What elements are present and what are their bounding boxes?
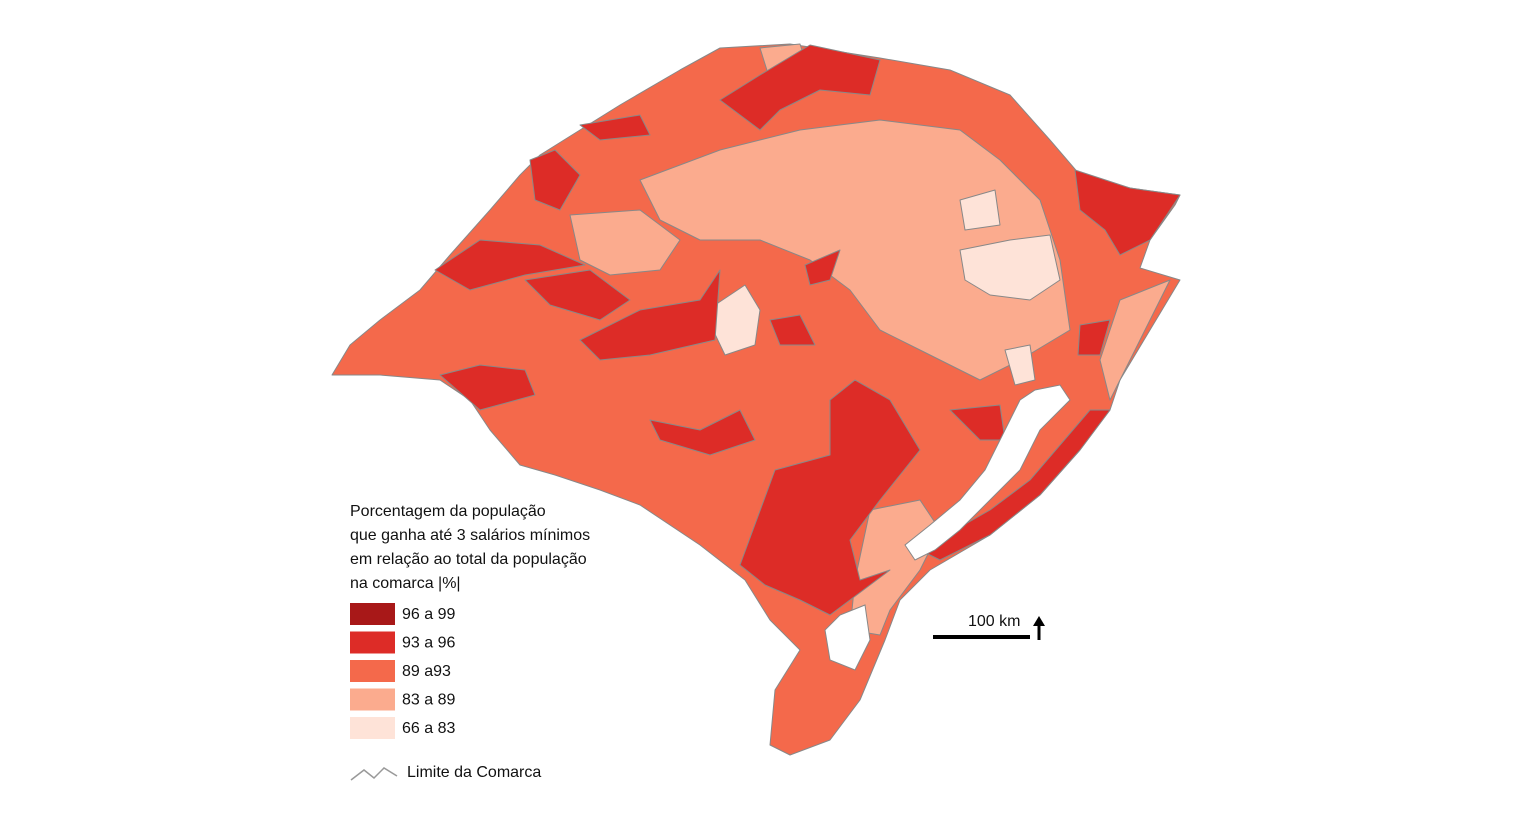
legend-title-line: em relação ao total da população xyxy=(350,551,587,568)
legend-label: 96 a 99 xyxy=(402,606,455,623)
legend-title-line: na comarca |%| xyxy=(350,575,461,592)
legend-label: 89 a93 xyxy=(402,663,451,680)
region xyxy=(719,44,881,131)
region xyxy=(739,379,921,616)
region xyxy=(959,189,1001,231)
legend-label: 66 a 83 xyxy=(402,720,455,737)
region xyxy=(1077,319,1111,356)
legend-swatch xyxy=(350,717,395,739)
region xyxy=(569,209,681,276)
region xyxy=(524,269,631,321)
scale-bar: 100 km xyxy=(933,613,1045,640)
legend-swatch xyxy=(350,631,395,654)
region xyxy=(919,409,1111,561)
region xyxy=(434,239,586,291)
legend-title-line: Porcentagem da população xyxy=(350,503,546,520)
region xyxy=(959,234,1061,301)
region xyxy=(1074,169,1181,256)
region xyxy=(579,114,651,141)
region xyxy=(769,314,816,346)
region xyxy=(649,409,756,456)
north-arrow-head xyxy=(1033,616,1045,626)
region xyxy=(439,364,536,411)
legend: Porcentagem da população que ganha até 3 … xyxy=(350,503,590,781)
lagoon xyxy=(824,604,871,671)
legend-swatch xyxy=(350,603,395,625)
map xyxy=(331,43,1181,756)
boundary-icon xyxy=(350,767,398,781)
legend-label: 83 a 89 xyxy=(402,692,455,709)
region xyxy=(579,269,721,361)
region xyxy=(1004,344,1036,386)
legend-label: 93 a 96 xyxy=(402,635,455,652)
region xyxy=(804,249,841,286)
legend-swatch xyxy=(350,660,395,682)
legend-title-line: que ganha até 3 salários mínimos xyxy=(350,527,590,544)
legend-swatch xyxy=(350,688,395,711)
boundary-label: Limite da Comarca xyxy=(407,764,541,781)
region xyxy=(1099,279,1171,401)
region xyxy=(529,149,581,211)
scale-label: 100 km xyxy=(968,613,1020,630)
lagoon xyxy=(904,384,1071,561)
